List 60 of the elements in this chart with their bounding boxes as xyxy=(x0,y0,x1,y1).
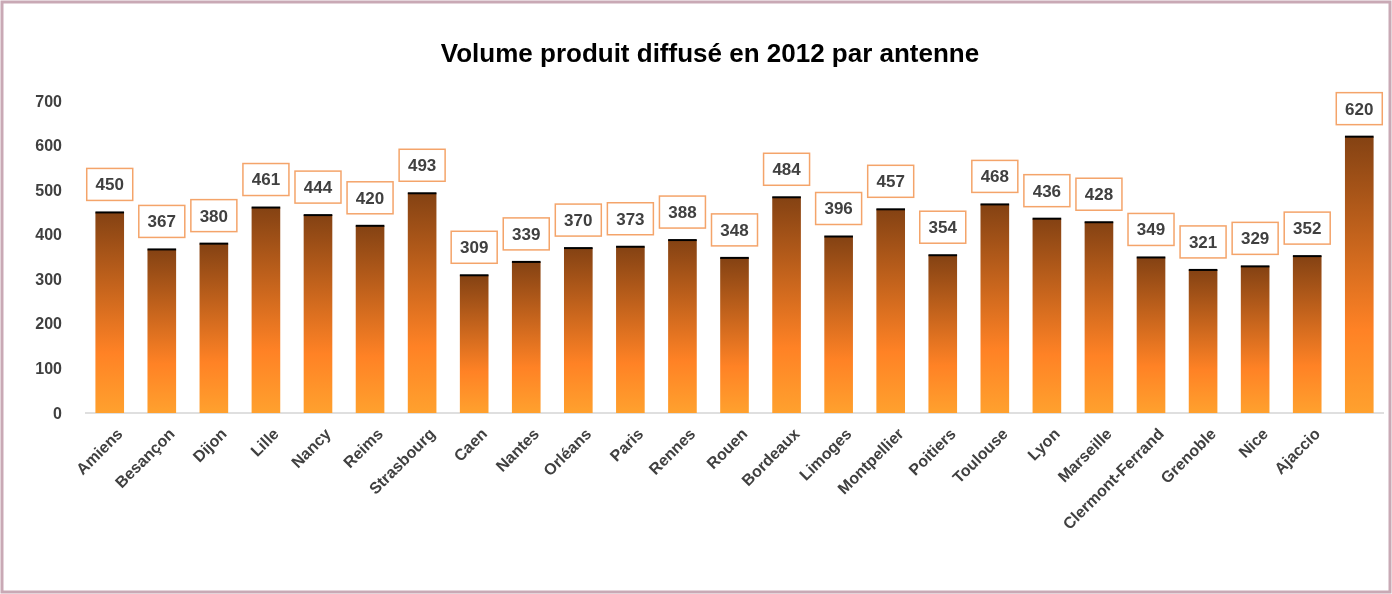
data-label: 493 xyxy=(407,156,437,176)
bar xyxy=(1292,256,1322,413)
data-label: 468 xyxy=(980,167,1010,187)
data-label: 370 xyxy=(564,211,593,231)
data-label: 420 xyxy=(355,188,385,208)
bar xyxy=(1136,257,1166,413)
bar xyxy=(616,246,645,413)
bar xyxy=(407,193,437,413)
bar xyxy=(1188,269,1218,413)
data-label: 450 xyxy=(95,175,124,195)
y-tick-label: 200 xyxy=(35,315,63,333)
chart-title: Volume produit diffusé en 2012 par antenne xyxy=(440,38,980,68)
data-label: 329 xyxy=(1240,229,1270,249)
data-label: 461 xyxy=(251,170,281,190)
bar xyxy=(980,204,1010,413)
y-tick-label: 700 xyxy=(35,92,63,110)
bar xyxy=(199,243,229,413)
bar xyxy=(720,257,749,413)
data-label: 396 xyxy=(824,199,853,219)
bar xyxy=(876,209,906,413)
data-label: 620 xyxy=(1345,99,1374,119)
y-tick-label: 600 xyxy=(35,137,63,155)
bar xyxy=(928,255,958,413)
bar xyxy=(1084,222,1114,413)
data-label: 309 xyxy=(459,238,489,258)
data-label: 457 xyxy=(876,172,905,192)
data-label: 436 xyxy=(1032,181,1062,201)
data-label: 428 xyxy=(1084,185,1114,205)
y-tick-label: 0 xyxy=(53,404,63,422)
bar xyxy=(668,240,697,413)
bar xyxy=(511,261,541,413)
data-label: 321 xyxy=(1188,232,1218,252)
data-label: 354 xyxy=(928,218,958,238)
data-label: 349 xyxy=(1136,220,1166,240)
y-tick-label: 500 xyxy=(35,181,63,199)
data-label: 484 xyxy=(772,160,802,180)
data-label: 339 xyxy=(512,224,541,244)
bar xyxy=(355,225,385,413)
bar xyxy=(303,215,333,413)
data-label: 348 xyxy=(720,220,749,240)
bar xyxy=(1032,218,1062,413)
data-label: 380 xyxy=(199,206,229,226)
data-label: 367 xyxy=(147,212,176,232)
bar xyxy=(147,249,177,413)
bar xyxy=(1240,266,1270,413)
y-tick-label: 100 xyxy=(35,360,63,378)
bar xyxy=(563,248,593,413)
bar xyxy=(1344,136,1374,413)
y-tick-label: 400 xyxy=(35,226,63,244)
data-label: 444 xyxy=(303,178,333,198)
bar xyxy=(772,197,801,413)
bar xyxy=(459,275,489,413)
bar xyxy=(251,207,281,413)
bar xyxy=(824,236,853,413)
x-tick-label: Lille xyxy=(247,424,283,460)
y-tick-label: 300 xyxy=(35,270,63,288)
data-label: 373 xyxy=(616,209,645,229)
bar xyxy=(95,212,125,413)
data-label: 388 xyxy=(668,203,697,223)
data-label: 352 xyxy=(1293,219,1322,239)
